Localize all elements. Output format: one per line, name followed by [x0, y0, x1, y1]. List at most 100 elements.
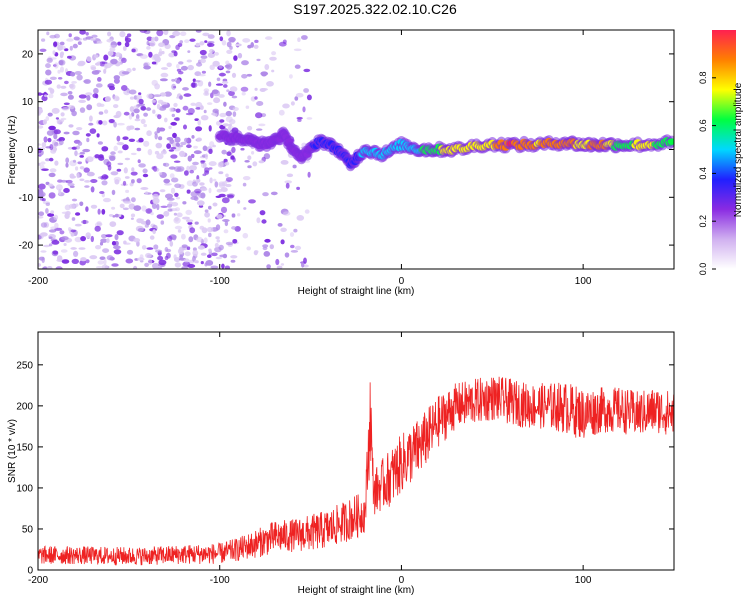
noise-blob [85, 32, 89, 36]
noise-blob [190, 196, 198, 201]
noise-blob [176, 63, 180, 69]
noise-blob [126, 249, 134, 255]
noise-blob [146, 93, 153, 99]
noise-blob [164, 117, 168, 123]
noise-blob [142, 173, 149, 178]
noise-blob [271, 51, 277, 56]
noise-blob [232, 239, 238, 244]
noise-blob [261, 88, 268, 91]
noise-blob [156, 127, 161, 134]
noise-blob [284, 180, 293, 184]
noise-blob [160, 220, 165, 225]
noise-blob [207, 218, 211, 223]
noise-blob [152, 193, 159, 199]
noise-blob [40, 161, 46, 165]
noise-blob [83, 79, 91, 84]
noise-blob [237, 52, 243, 59]
noise-blob [131, 167, 135, 172]
noise-blob [261, 219, 267, 224]
noise-blob [93, 87, 99, 94]
noise-blob [110, 151, 116, 155]
noise-blob [186, 144, 192, 149]
noise-blob [221, 263, 225, 269]
noise-blob [195, 179, 200, 184]
noise-blob [46, 31, 50, 36]
noise-blob [264, 238, 271, 243]
y-tick-label: 10 [22, 97, 34, 108]
noise-blob [262, 244, 269, 248]
noise-blob [146, 36, 153, 42]
noise-blob [85, 232, 91, 239]
noise-blob [48, 243, 53, 247]
noise-blob [71, 258, 80, 264]
noise-blob [156, 103, 161, 110]
noise-blob [204, 209, 209, 213]
noise-blob [213, 178, 217, 182]
noise-blob [168, 166, 176, 170]
noise-blob [154, 83, 161, 90]
noise-blob [111, 241, 117, 246]
noise-blob [48, 183, 54, 187]
noise-blob [136, 147, 142, 152]
noise-blob [38, 143, 41, 146]
noise-blob [117, 122, 125, 126]
noise-blob [204, 167, 210, 173]
noise-blob [232, 107, 239, 111]
colorbar-tick-label: 0.4 [698, 167, 708, 180]
noise-blob [131, 179, 135, 184]
noise-blob [190, 153, 195, 159]
noise-blob [161, 128, 165, 132]
y-tick-label: 50 [22, 524, 34, 535]
noise-blob [74, 71, 82, 75]
noise-blob [39, 48, 47, 52]
noise-blob [129, 96, 135, 100]
noise-blob [211, 112, 216, 116]
noise-blob [68, 227, 72, 232]
noise-blob [186, 180, 194, 187]
noise-blob [210, 265, 219, 269]
noise-blob [41, 198, 46, 202]
noise-blob [170, 187, 176, 194]
noise-blob [154, 133, 158, 140]
noise-blob [113, 176, 122, 182]
noise-blob [265, 36, 273, 40]
x-tick-label: -200 [28, 276, 48, 287]
noise-blob [247, 155, 252, 160]
noise-blob [90, 38, 96, 41]
noise-blob [106, 238, 110, 244]
noise-blob [83, 167, 90, 173]
noise-blob [163, 30, 169, 36]
noise-blob [246, 246, 251, 251]
noise-blob [91, 34, 98, 38]
noise-blob [226, 41, 232, 48]
noise-blob [196, 62, 203, 67]
noise-blob [40, 222, 48, 228]
noise-blob [218, 65, 223, 69]
noise-blob [225, 173, 229, 178]
noise-blob [38, 234, 42, 240]
noise-blob [241, 91, 246, 96]
noise-blob [215, 83, 224, 86]
noise-blob [175, 142, 180, 147]
noise-blob [151, 54, 160, 61]
noise-blob [199, 41, 205, 46]
noise-blob [195, 107, 201, 110]
noise-blob [110, 58, 118, 65]
noise-blob [99, 241, 104, 246]
noise-blob [170, 121, 177, 126]
noise-blob [175, 196, 181, 200]
noise-blob [50, 210, 55, 214]
noise-blob [280, 160, 289, 165]
noise-blob [38, 216, 44, 219]
noise-blob [122, 207, 129, 211]
noise-blob [212, 60, 220, 67]
noise-blob [184, 39, 190, 44]
noise-blob [131, 197, 136, 203]
noise-blob [97, 77, 102, 82]
noise-blob [226, 49, 233, 55]
noise-blob [177, 71, 184, 75]
noise-blob [49, 144, 54, 151]
noise-blob [136, 178, 142, 184]
noise-blob [209, 64, 215, 71]
noise-blob [103, 197, 111, 203]
